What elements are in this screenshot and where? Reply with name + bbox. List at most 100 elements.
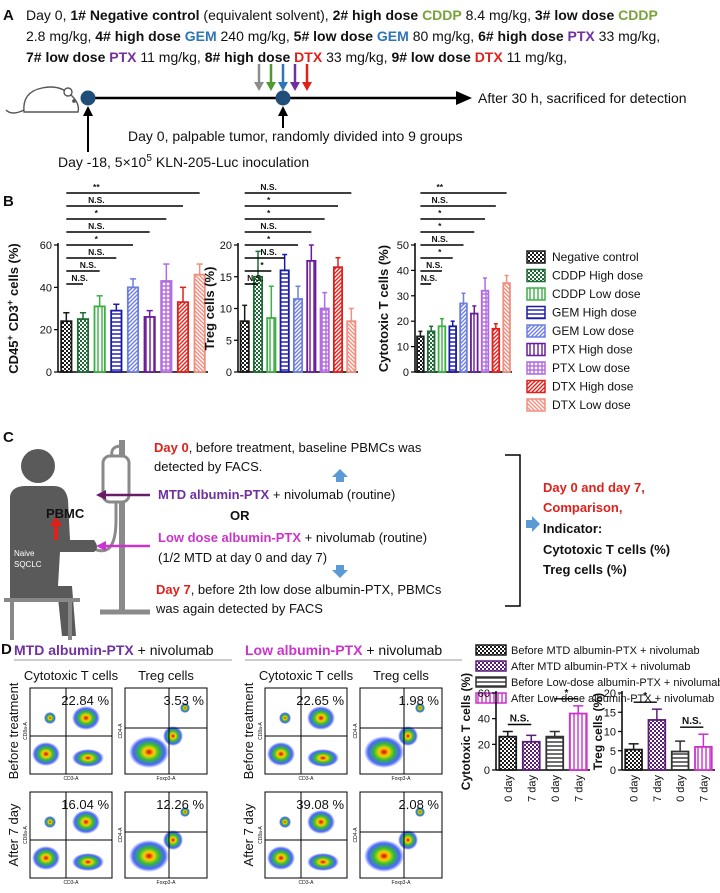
column-label: Treg cells (373, 668, 429, 683)
legend-label: DTX Low dose (552, 398, 631, 412)
y-tick-label: 40 (478, 714, 490, 726)
bar (426, 330, 436, 373)
pbmc-label: PBMC (46, 506, 85, 521)
significance-label: * (267, 208, 271, 218)
y-axis-label: Cytotoxic T cells (%) (459, 673, 473, 790)
density-cloud (307, 853, 339, 871)
text-part: 4# high dose (95, 28, 181, 44)
density-cloud (72, 853, 104, 871)
circle (63, 87, 73, 97)
bar (624, 748, 643, 771)
panel-a (5, 86, 472, 152)
treatment-arrowhead (302, 82, 312, 91)
axis-label: CD4-A (118, 827, 124, 843)
significance-label: * (438, 221, 442, 231)
legend-swatch (475, 660, 507, 672)
y-tick-label: 5 (226, 335, 232, 347)
legend-swatch (526, 361, 546, 375)
bar (647, 719, 667, 771)
bar (332, 266, 344, 373)
significance-label: N.S. (88, 221, 105, 231)
bar (76, 318, 90, 373)
text-part: KLN-205-Luc inoculation (156, 154, 309, 170)
treatment-arrowhead (254, 82, 264, 91)
text-part: , before 2th low dose albumin-PTX, PBMCs (191, 582, 442, 597)
text-part: + nivolumab (138, 642, 214, 658)
density-cloud (129, 840, 169, 872)
density-cloud (72, 810, 100, 834)
legend-label: PTX Low dose (552, 361, 630, 375)
significance-label: N.S. (260, 247, 277, 257)
significance-label: N.S. (510, 714, 530, 725)
column-label: Cytotoxic T cells (259, 668, 354, 683)
text-part: CD3 (6, 305, 21, 331)
axis-label: CD8a-A (258, 825, 264, 843)
legend-swatch (475, 676, 507, 688)
text-part: 7# low dose (26, 49, 106, 65)
bracket (505, 454, 521, 607)
or-text: OR (230, 508, 250, 523)
axis-label: CD4-A (353, 827, 359, 843)
text-part: MTD albumin-PTX (14, 642, 134, 658)
density-cloud (180, 703, 190, 713)
patient-illustration (4, 440, 150, 640)
protocol-line: 2.8 mg/kg, 4# high dose GEM 240 mg/kg, 5… (26, 28, 660, 44)
panel-label: D (1, 641, 12, 658)
percentage: 22.84 % (61, 693, 109, 708)
significance-label: N.S. (260, 182, 277, 192)
legend-swatch (526, 342, 546, 357)
y-tick-label: 10 (604, 727, 616, 739)
timeline-dot (275, 90, 291, 106)
y-tick-label: 40 (397, 265, 409, 277)
density-cloud (72, 706, 100, 730)
text-part: , before treatment, baseline PBMCs was (189, 440, 422, 455)
density-cloud (72, 749, 104, 767)
superscript: + (5, 300, 15, 305)
treatment-arrowhead (290, 82, 300, 91)
percentage: 12.26 % (156, 797, 204, 812)
mtd-text: MTD albumin-PTX + nivolumab (routine) (158, 487, 395, 502)
bar (568, 712, 588, 771)
text-part: DTX (294, 49, 323, 65)
bar (694, 746, 713, 771)
significance-label: N.S. (432, 195, 449, 205)
significance-label: N.S. (682, 716, 702, 727)
x-tick-label: 0 day (503, 775, 515, 802)
density-cloud (415, 703, 425, 713)
bar (110, 309, 123, 373)
percentage: 1.98 % (399, 693, 440, 708)
bar (239, 320, 250, 373)
circle (72, 99, 76, 103)
column-label: Treg cells (138, 668, 194, 683)
significance-label: N.S. (421, 273, 438, 283)
bar (670, 750, 690, 771)
low-note: (1/2 MTD at day 0 and day 7) (158, 550, 327, 565)
text-part: Low albumin-PTX (245, 642, 363, 658)
legend-swatch (526, 324, 546, 338)
y-tick-label: 20 (604, 688, 616, 700)
summary-text: Indicator: (543, 521, 602, 536)
arrowhead (278, 106, 288, 116)
legend-swatch (526, 305, 546, 320)
y-tick-label: 50 (397, 240, 409, 252)
text-part: MTD albumin-PTX (158, 487, 270, 502)
text-part: CD45 (6, 341, 21, 374)
percentage: 22.65 % (296, 693, 344, 708)
axis-label: CD4-A (118, 723, 124, 739)
axis-label: Foxp3-A (392, 776, 412, 782)
day0-text: Day 0, before treatment, baseline PBMCs … (154, 440, 422, 455)
row-label: Before treatment (6, 682, 21, 779)
panel-c-arrows (96, 454, 540, 607)
legend-swatch (526, 398, 546, 412)
axis-label: Foxp3-A (157, 880, 177, 886)
y-tick-label: 5 (610, 746, 616, 758)
density-cloud (267, 742, 295, 766)
significance-label: ** (436, 182, 443, 192)
y-tick-label: 0 (484, 765, 490, 777)
bar (416, 335, 425, 373)
inoculation-text: Day -18, 5×105 KLN-205-Luc inoculation (58, 153, 309, 170)
text-part: Day 0 (154, 440, 189, 455)
bar (93, 305, 106, 373)
